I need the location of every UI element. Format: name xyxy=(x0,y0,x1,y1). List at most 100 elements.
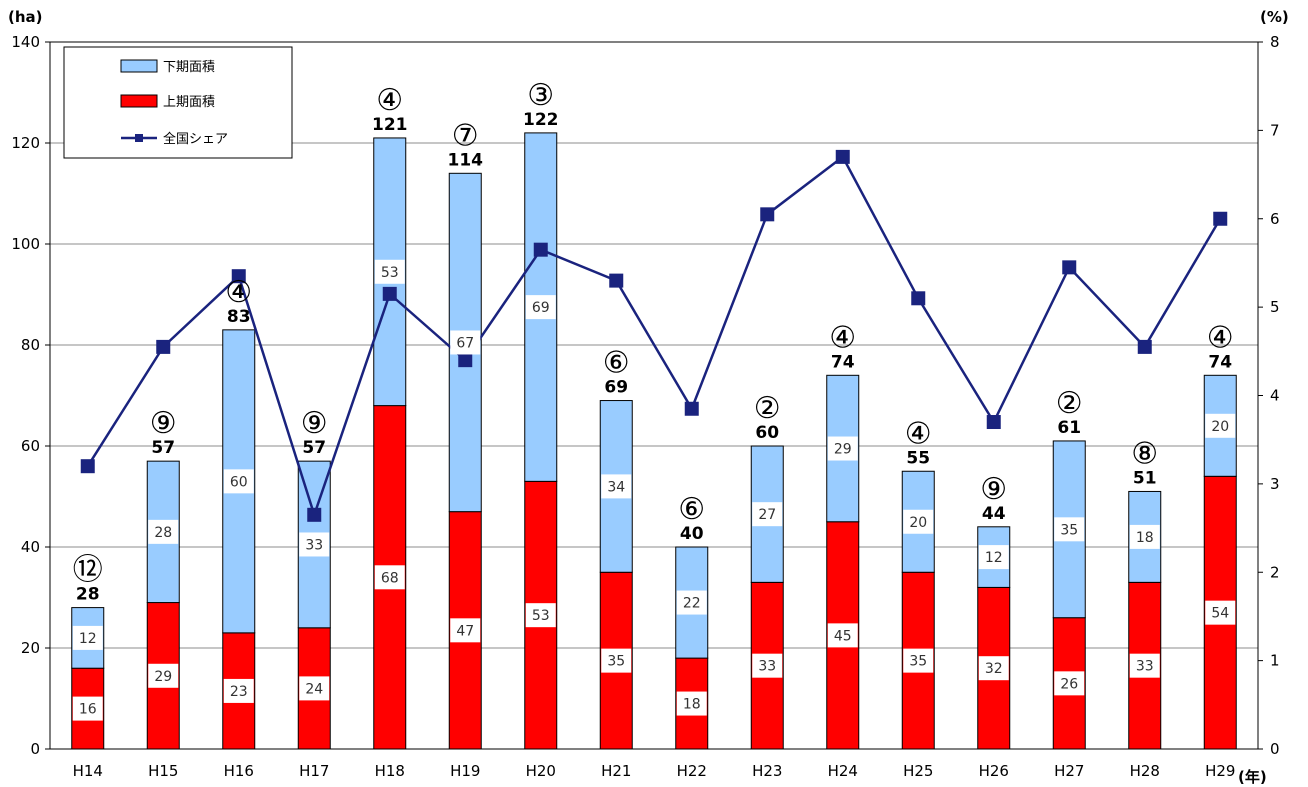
y-left-tick-label: 60 xyxy=(21,437,40,455)
data-label-upper-period: 18 xyxy=(683,697,701,713)
data-label-lower-period: 18 xyxy=(1136,530,1154,546)
data-label-lower-period-bg xyxy=(1054,517,1085,542)
y-left-tick-label: 120 xyxy=(11,134,40,152)
data-label-total: 55 xyxy=(906,448,930,468)
data-label-upper-period-bg xyxy=(903,648,934,673)
rank-label: ④ xyxy=(1207,320,1234,355)
data-label-lower-period: 69 xyxy=(532,300,550,316)
y-right-unit-label: (%) xyxy=(1260,8,1289,26)
rank-label: ⑦ xyxy=(452,118,479,153)
rank-label: ④ xyxy=(376,83,403,118)
data-label-lower-period-bg xyxy=(752,502,783,527)
data-label-lower-period: 34 xyxy=(607,479,625,495)
rank-label: ② xyxy=(754,391,781,426)
share-point xyxy=(80,459,95,474)
data-label-total: 114 xyxy=(448,150,484,170)
data-label-lower-period: 12 xyxy=(985,550,1003,566)
rank-label: ⑫ xyxy=(73,553,103,588)
y-right-tick-label: 1 xyxy=(1270,652,1280,670)
x-tick-label: H18 xyxy=(375,762,405,780)
data-label-lower-period: 28 xyxy=(154,525,172,541)
rank-label: ④ xyxy=(829,320,856,355)
x-tick-label: H22 xyxy=(677,762,707,780)
share-point xyxy=(458,353,473,368)
data-label-upper-period-bg xyxy=(299,676,330,701)
share-point xyxy=(835,149,850,164)
data-label-upper-period-bg xyxy=(374,565,405,590)
share-point xyxy=(609,273,624,288)
data-label-total: 57 xyxy=(302,438,326,458)
y-left-tick-label: 40 xyxy=(21,538,40,556)
data-label-total: 74 xyxy=(831,352,855,372)
legend-swatch-lower xyxy=(120,59,158,73)
share-point xyxy=(156,339,171,354)
data-label-lower-period-bg xyxy=(374,259,405,284)
data-label-total: 83 xyxy=(227,307,251,327)
data-label-lower-period: 60 xyxy=(230,474,248,490)
share-point xyxy=(760,207,775,222)
data-label-upper-period-bg xyxy=(1205,600,1236,625)
data-label-upper-period-bg xyxy=(601,648,632,673)
x-tick-label: H16 xyxy=(224,762,254,780)
x-tick-label: H24 xyxy=(828,762,858,780)
rank-label: ④ xyxy=(225,275,252,310)
data-label-upper-period: 32 xyxy=(985,661,1003,677)
x-tick-label: H15 xyxy=(148,762,178,780)
data-label-total: 61 xyxy=(1057,418,1081,438)
y-left-tick-label: 20 xyxy=(21,639,40,657)
data-label-lower-period-bg xyxy=(601,474,632,499)
x-tick-label: H25 xyxy=(903,762,933,780)
data-label-lower-period: 35 xyxy=(1060,522,1078,538)
y-right-tick-label: 5 xyxy=(1270,298,1280,316)
data-label-lower-period: 20 xyxy=(1211,419,1229,435)
data-label-lower-period-bg xyxy=(299,532,330,557)
data-label-upper-period-bg xyxy=(676,691,707,716)
data-label-upper-period: 24 xyxy=(305,681,323,697)
y-right-tick-label: 4 xyxy=(1270,387,1280,405)
data-label-total: 51 xyxy=(1133,468,1157,488)
data-label-upper-period: 26 xyxy=(1060,676,1078,692)
rank-label: ⑥ xyxy=(603,346,630,381)
data-label-upper-period: 33 xyxy=(1136,659,1154,675)
data-label-upper-period: 35 xyxy=(909,654,927,670)
data-label-upper-period-bg xyxy=(1129,653,1160,678)
share-point xyxy=(986,415,1001,430)
y-right-tick-label: 7 xyxy=(1270,121,1280,139)
y-right-tick-label: 2 xyxy=(1270,563,1280,581)
x-tick-label: H21 xyxy=(601,762,631,780)
rank-label: ⑨ xyxy=(980,472,1007,507)
share-point xyxy=(231,269,246,284)
rank-label: ⑥ xyxy=(678,492,705,527)
data-label-upper-period: 23 xyxy=(230,684,248,700)
data-label-total: 57 xyxy=(151,438,175,458)
rank-label: ④ xyxy=(905,416,932,451)
share-point xyxy=(307,507,322,522)
y-right-tick-label: 6 xyxy=(1270,210,1280,228)
data-label-upper-period-bg xyxy=(148,663,179,688)
data-label-total: 44 xyxy=(982,504,1006,524)
legend-label-upper: 上期面積 xyxy=(163,95,215,110)
share-point xyxy=(1062,260,1077,275)
data-label-lower-period: 27 xyxy=(758,507,776,523)
data-label-lower-period: 22 xyxy=(683,596,701,612)
data-label-upper-period-bg xyxy=(72,696,103,721)
share-point xyxy=(684,401,699,416)
x-tick-label: H26 xyxy=(979,762,1009,780)
x-tick-label: H14 xyxy=(73,762,103,780)
data-label-upper-period-bg xyxy=(827,623,858,648)
y-left-tick-label: 80 xyxy=(21,336,40,354)
data-label-total: 122 xyxy=(523,110,559,130)
data-label-upper-period-bg xyxy=(752,653,783,678)
data-label-lower-period-bg xyxy=(223,469,254,494)
data-label-lower-period-bg xyxy=(1129,524,1160,549)
data-label-upper-period-bg xyxy=(1054,671,1085,696)
share-line xyxy=(86,155,1222,519)
data-label-lower-period-bg xyxy=(978,545,1009,570)
data-label-lower-period: 20 xyxy=(909,515,927,531)
y-right-tick-label: 8 xyxy=(1270,33,1280,51)
legend-swatch-upper xyxy=(120,94,158,108)
data-label-lower-period: 29 xyxy=(834,442,852,458)
y-left-tick-label: 100 xyxy=(11,235,40,253)
